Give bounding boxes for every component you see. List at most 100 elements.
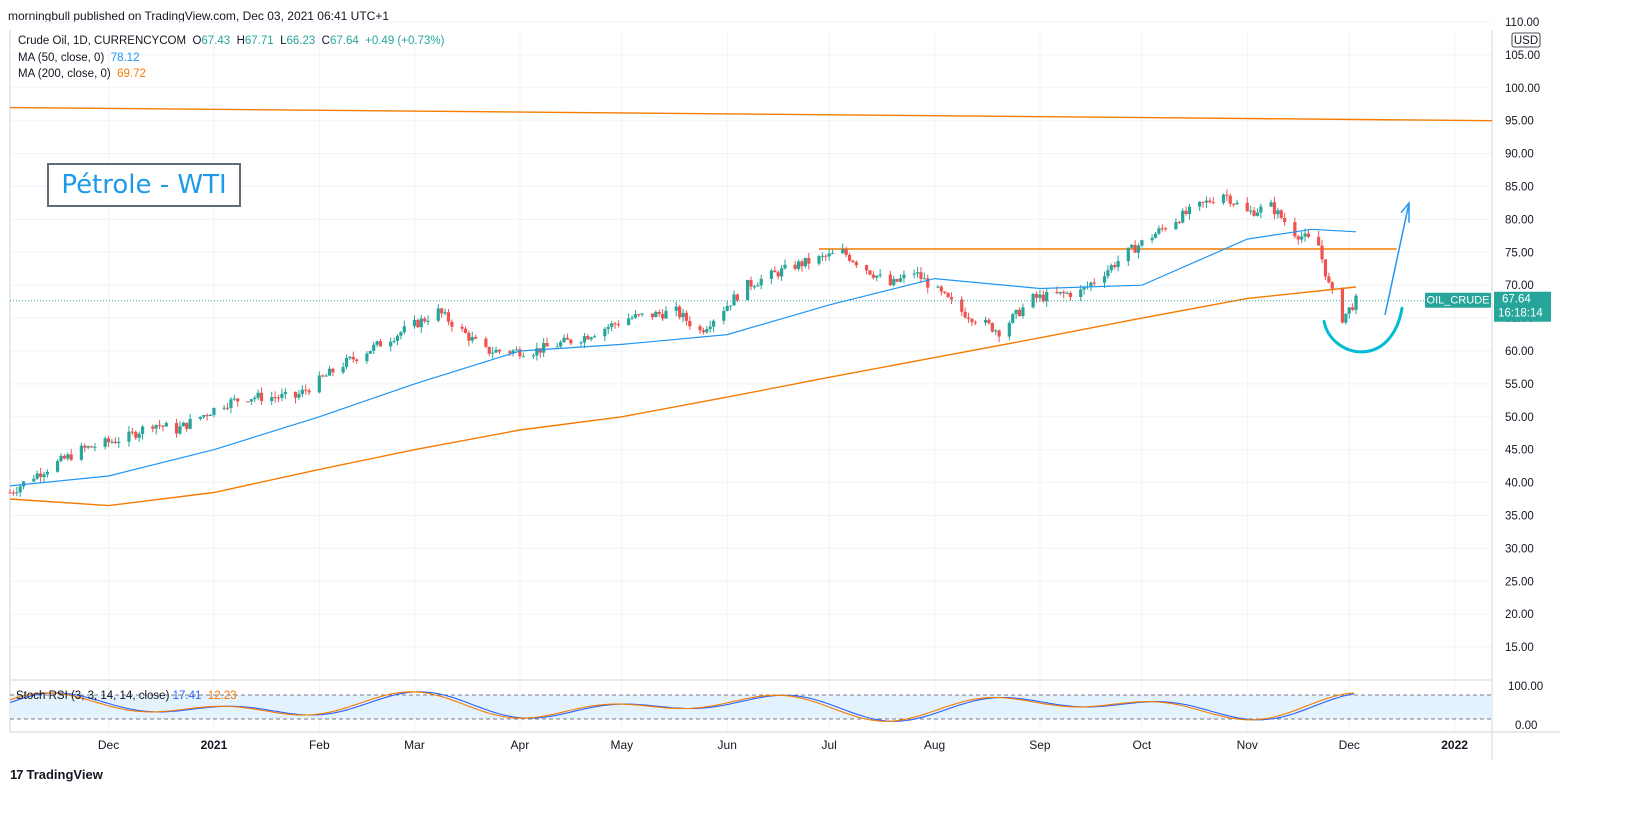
candle-down xyxy=(1164,228,1168,230)
candle-up xyxy=(922,278,926,280)
candle-up xyxy=(1079,289,1083,297)
candle-down xyxy=(89,446,94,448)
candle-down xyxy=(1296,236,1300,240)
candle-up xyxy=(399,332,403,336)
candle-down xyxy=(185,422,189,429)
tradingview-footer[interactable]: 17 TradingView xyxy=(10,767,103,782)
y-tick-label: 60.00 xyxy=(1505,346,1534,358)
candle-down xyxy=(1055,291,1059,294)
candle-down xyxy=(661,313,665,319)
candle-down xyxy=(304,389,308,391)
candle-down xyxy=(174,422,179,434)
candle-down xyxy=(864,265,869,271)
chart-grid xyxy=(10,21,1492,732)
candle-down xyxy=(1017,309,1022,317)
x-tick-label: 2021 xyxy=(201,738,228,752)
candle-down xyxy=(416,319,420,328)
y-tick-label: 80.00 xyxy=(1505,214,1534,226)
x-tick-label: 2022 xyxy=(1441,738,1468,752)
candle-up xyxy=(875,275,879,278)
candle-up xyxy=(902,274,906,279)
ma200-line xyxy=(9,286,1357,507)
candle-up xyxy=(55,461,60,472)
candle-up xyxy=(1014,309,1018,315)
candle-up xyxy=(732,294,736,306)
candle-up xyxy=(249,399,253,402)
candle-down xyxy=(1245,202,1249,212)
change-value: +0.49 (+0.73%) xyxy=(365,35,445,47)
candle-up xyxy=(1344,313,1348,323)
candle-up xyxy=(470,337,474,341)
ma200-value: 69.72 xyxy=(117,68,146,80)
y-tick-label: 110.00 xyxy=(1505,17,1539,29)
candle-up xyxy=(1303,233,1307,237)
candle-up xyxy=(79,445,83,460)
annotation-title: Pétrole - WTI xyxy=(47,163,241,207)
candle-down xyxy=(307,390,311,393)
ma200-legend: MA (200, close, 0) 69.72 xyxy=(18,68,146,80)
candle-up xyxy=(300,389,304,395)
candle-down xyxy=(637,314,641,316)
tradingview-logo-icon: 17 xyxy=(10,767,24,782)
candle-down xyxy=(847,254,852,261)
candle-up xyxy=(1058,291,1062,294)
candle-down xyxy=(1184,210,1188,215)
candle-down xyxy=(1062,291,1066,294)
candle-up xyxy=(783,264,787,269)
candle-down xyxy=(868,270,872,275)
candle-up xyxy=(915,272,920,274)
candle-up xyxy=(21,481,26,487)
x-tick-label: May xyxy=(610,738,633,752)
candle-up xyxy=(725,306,729,311)
candle-up xyxy=(181,422,185,427)
candle-up xyxy=(681,312,685,318)
horizontal-lines xyxy=(9,106,1493,250)
candle-up xyxy=(137,433,141,438)
candle-down xyxy=(824,255,828,257)
candle-down xyxy=(650,313,655,318)
y-tick-label: 75.00 xyxy=(1505,247,1534,259)
candle-up xyxy=(803,257,807,267)
candle-up xyxy=(752,286,756,288)
candle-up xyxy=(769,270,773,279)
candle-up xyxy=(892,279,896,286)
stoch-legend: Stoch RSI (3, 3, 14, 14, close) 17.41 12… xyxy=(16,690,237,702)
candle-up xyxy=(127,431,131,442)
candle-up xyxy=(45,471,49,475)
candle-down xyxy=(735,294,740,301)
candle-down xyxy=(1068,292,1073,297)
y-tick-label: 85.00 xyxy=(1505,182,1534,194)
candle-down xyxy=(800,261,804,267)
candle-up xyxy=(297,394,301,398)
candle-down xyxy=(1327,276,1331,283)
candle-up xyxy=(188,418,192,429)
candle-up xyxy=(878,274,882,276)
candle-down xyxy=(973,322,977,324)
candle-up xyxy=(1354,295,1358,310)
candle-up xyxy=(1187,206,1192,215)
candle-up xyxy=(820,255,824,257)
y-tick-label: 45.00 xyxy=(1505,445,1534,457)
candle-up xyxy=(202,415,206,417)
candle-down xyxy=(225,407,230,409)
x-tick-label: Dec xyxy=(98,738,119,752)
y-tick-label: 35.00 xyxy=(1505,511,1534,523)
candle-up xyxy=(1089,282,1093,287)
candle-up xyxy=(759,278,763,286)
candle-up xyxy=(531,355,536,357)
candle-up xyxy=(368,350,372,354)
candle-down xyxy=(460,326,464,329)
y-tick-label: 55.00 xyxy=(1505,379,1534,391)
candle-down xyxy=(378,341,383,347)
x-tick-label: Dec xyxy=(1339,738,1360,752)
x-tick-label: Aug xyxy=(924,738,945,752)
y-tick-label: 40.00 xyxy=(1505,478,1534,490)
candle-down xyxy=(565,337,570,340)
candle-down xyxy=(1092,282,1096,284)
candle-down xyxy=(844,249,848,255)
candle-down xyxy=(487,346,491,354)
candle-down xyxy=(997,330,1001,337)
candle-up xyxy=(1181,210,1185,223)
candle-down xyxy=(678,306,682,318)
